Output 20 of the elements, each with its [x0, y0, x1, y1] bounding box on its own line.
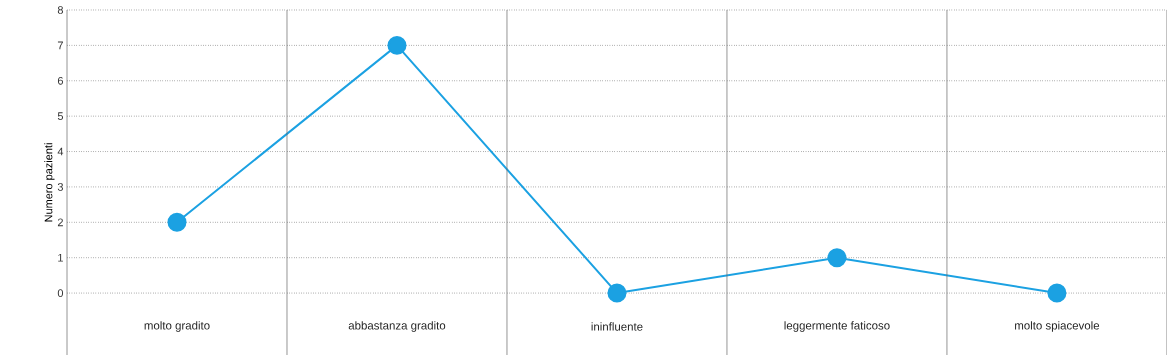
y-tick-label: 6: [57, 76, 63, 85]
y-tick-label: 0: [57, 289, 64, 297]
y-tick-label: 4: [57, 147, 64, 156]
x-tick-label: abbastanza gradito: [348, 321, 446, 332]
y-tick-label: 1: [58, 253, 63, 262]
y-tick-label: 8: [57, 6, 63, 14]
y-axis-title: Numero pazienti: [44, 143, 55, 222]
point: [1047, 283, 1067, 303]
y-tick-label: 7: [57, 41, 63, 50]
x-tick-label: molto spiacevole: [1015, 321, 1100, 332]
x-tick-label: molto gradito: [144, 321, 210, 332]
y-tick-label: 5: [57, 112, 64, 120]
point: [167, 212, 187, 232]
point: [387, 35, 407, 55]
x-tick-label: leggermente faticoso: [784, 321, 890, 332]
point: [607, 283, 627, 303]
x-tick-label: ininfluente: [591, 322, 643, 331]
y-tick-label: 3: [57, 183, 63, 191]
y-tick-label: 2: [57, 218, 63, 227]
point: [827, 248, 847, 268]
